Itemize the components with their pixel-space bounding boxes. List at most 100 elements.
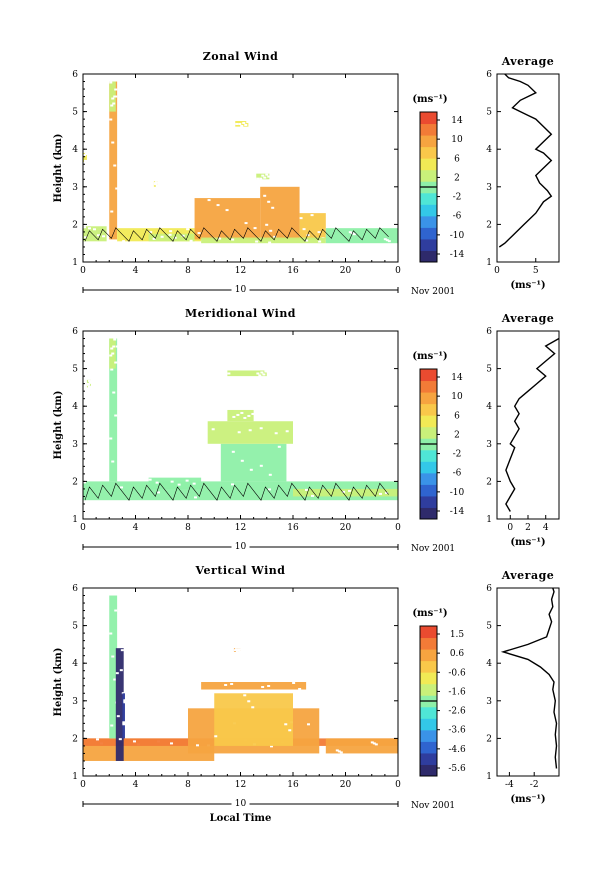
heatmap-gap <box>152 237 156 240</box>
heatmap-cell <box>201 682 307 690</box>
heatmap-gap <box>247 414 251 417</box>
heatmap-gap <box>259 177 263 180</box>
x-tick-label: 20 <box>340 266 352 276</box>
colorbar-tick-label: 2 <box>454 173 460 183</box>
colorbar-tick-label: 10 <box>451 392 463 402</box>
colorbar-swatch <box>420 369 437 382</box>
x-tick-label: 0 <box>80 780 86 790</box>
heatmap-cell <box>109 81 116 112</box>
heatmap-gap <box>119 669 123 672</box>
heatmap-gap <box>189 239 193 242</box>
day-label: 10 <box>235 285 247 295</box>
colorbar-swatch <box>420 392 437 405</box>
heatmap-gap <box>224 684 228 686</box>
heatmap-gap <box>109 81 113 84</box>
colorbar-tick-label: 14 <box>451 116 463 126</box>
colorbar-tick-label: 0.6 <box>450 649 465 659</box>
heatmap-gap <box>109 118 113 121</box>
heatmap-gap <box>273 235 277 238</box>
heatmap-gap <box>110 104 114 107</box>
heatmap-gap <box>374 743 378 746</box>
heatmap-gap <box>231 450 235 453</box>
heatmap-gap <box>110 347 114 350</box>
date-label: Nov 2001 <box>411 801 455 811</box>
profile-y-tick-label: 6 <box>486 327 492 337</box>
heatmap-gap <box>264 370 268 373</box>
zero-contours <box>84 482 389 501</box>
heatmap-cell <box>109 595 118 739</box>
heatmap-gap <box>342 490 345 493</box>
heatmap-cell <box>115 648 124 761</box>
x-tick-label: 0 <box>395 523 401 533</box>
profile-title: Average <box>501 312 555 325</box>
y-tick-label: 1 <box>72 515 78 525</box>
heatmap-gap <box>87 385 91 388</box>
heatmap-gap <box>236 413 240 416</box>
heatmap-gap <box>111 141 115 144</box>
colorbar-tick-label: -2 <box>453 450 462 460</box>
date-label: Nov 2001 <box>411 544 455 554</box>
x-tick-label: 4 <box>133 780 139 790</box>
heatmap-gap <box>263 176 267 179</box>
heatmap-gap <box>372 742 376 745</box>
colorbar-swatch <box>420 683 437 696</box>
heatmap-gap <box>348 489 351 492</box>
colorbar-tick-label: -5.6 <box>448 764 466 774</box>
heatmap-gap <box>114 414 118 417</box>
heatmap-gap <box>249 468 253 471</box>
heatmap-gap <box>148 478 152 481</box>
x-axis-label: Local Time <box>210 813 272 824</box>
heatmap-gap <box>232 415 236 418</box>
colorbar-swatch <box>420 660 437 673</box>
heatmap-gap <box>268 241 272 244</box>
colorbar-swatch <box>420 380 437 393</box>
heatmap-gap <box>237 431 241 434</box>
colorbar-swatch <box>420 227 437 240</box>
heatmap-gap <box>113 338 117 341</box>
heatmap-gap <box>211 428 215 431</box>
heatmap-gap <box>84 236 87 239</box>
heatmap-gap <box>111 352 115 355</box>
heatmap-cell <box>325 228 398 244</box>
x-tick-label: 4 <box>133 266 139 276</box>
profile-y-tick-label: 1 <box>486 258 492 268</box>
profile-y-tick-label: 6 <box>486 584 492 594</box>
heatmap-gap <box>102 235 105 238</box>
heatmap-gap <box>243 416 247 419</box>
heatmap-gap <box>115 345 119 348</box>
heatmap-gap <box>292 682 296 684</box>
colorbar-tick-label: 1.5 <box>450 630 465 640</box>
heatmap-gap <box>318 240 322 243</box>
heatmap-gap <box>284 723 288 726</box>
heatmap-gap <box>122 240 126 243</box>
colorbar-swatch <box>420 764 437 777</box>
colorbar-tick-label: 2 <box>454 430 460 440</box>
heatmap-cell <box>201 237 326 244</box>
heatmap-gap <box>153 182 157 185</box>
heatmap-gap <box>186 228 190 231</box>
y-tick-label: 3 <box>72 697 78 707</box>
heatmap-gap <box>383 238 387 241</box>
heatmap-gap <box>260 371 264 374</box>
colorbar-tick-label: -1.6 <box>448 687 466 697</box>
heatmap-gap <box>113 164 117 167</box>
zero-contours <box>84 227 389 242</box>
colorbar-swatch <box>420 507 437 520</box>
heatmap-gap <box>160 235 164 238</box>
heatmap-gap <box>261 686 265 688</box>
profile-x-tick-label: 0 <box>507 523 513 533</box>
colorbar-swatch <box>420 204 437 217</box>
day-label-bg <box>231 798 250 806</box>
colorbar-swatch <box>420 706 437 719</box>
heatmap-cell <box>293 488 398 497</box>
x-tick-label: 16 <box>287 266 299 276</box>
heatmap-gap <box>170 742 173 745</box>
heatmap-gap <box>339 751 343 754</box>
y-tick-label: 1 <box>72 258 78 268</box>
x-tick-label: 0 <box>80 523 86 533</box>
x-tick-label: 0 <box>80 266 86 276</box>
heatmap-gap <box>259 427 263 430</box>
y-axis-label: Height (km) <box>53 134 64 203</box>
heatmap-gap <box>168 233 172 236</box>
